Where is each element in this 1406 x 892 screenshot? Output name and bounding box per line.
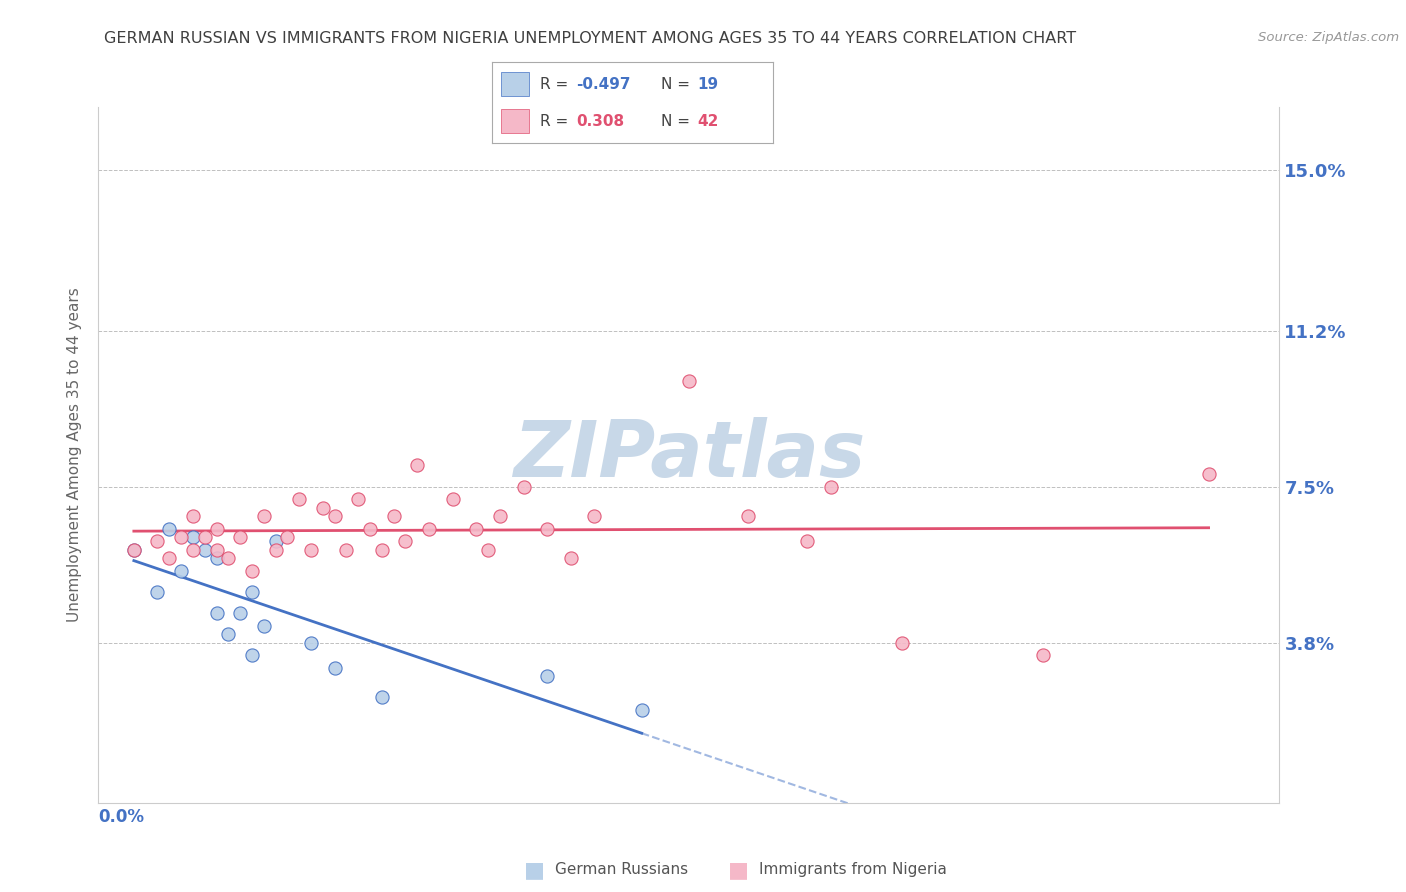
Point (194, 530, 217, 544)
Point (240, 585, 263, 599)
Point (371, 542, 394, 557)
Point (335, 542, 357, 557)
Point (181, 509, 204, 524)
Y-axis label: Unemployment Among Ages 35 to 44 years: Unemployment Among Ages 35 to 44 years (67, 287, 83, 623)
Text: -0.497: -0.497 (576, 77, 631, 92)
Point (288, 492, 311, 507)
Text: 0.308: 0.308 (576, 113, 624, 128)
Point (1198, 467, 1220, 481)
Point (678, 374, 700, 388)
Point (253, 509, 276, 524)
Point (122, 542, 145, 557)
Text: ZIPatlas: ZIPatlas (513, 417, 865, 493)
Point (536, 522, 558, 536)
Point (299, 635, 322, 649)
Point (347, 492, 370, 507)
Point (418, 522, 440, 536)
Text: N =: N = (661, 113, 695, 128)
Point (157, 522, 180, 536)
Point (394, 534, 416, 549)
Point (489, 509, 512, 524)
Point (1032, 648, 1054, 663)
Point (253, 618, 276, 632)
Point (170, 564, 193, 578)
Point (737, 509, 759, 524)
Point (170, 530, 193, 544)
Point (122, 542, 145, 557)
Text: Source: ZipAtlas.com: Source: ZipAtlas.com (1258, 31, 1399, 45)
Point (465, 522, 488, 536)
Point (194, 542, 217, 557)
Point (181, 542, 204, 557)
Point (359, 522, 381, 536)
Point (181, 530, 204, 544)
Point (240, 648, 263, 663)
Text: N =: N = (661, 77, 695, 92)
Point (630, 703, 652, 717)
Point (205, 542, 228, 557)
Point (323, 661, 346, 675)
Point (146, 534, 169, 549)
Point (406, 458, 429, 473)
Point (323, 509, 346, 524)
Text: R =: R = (540, 113, 574, 128)
Point (229, 606, 252, 620)
Text: 19: 19 (697, 77, 718, 92)
Point (276, 530, 298, 544)
Point (217, 627, 239, 641)
Point (371, 690, 394, 705)
Point (312, 500, 335, 515)
Text: 0.0%: 0.0% (98, 808, 145, 826)
Text: R =: R = (540, 77, 574, 92)
Point (229, 530, 252, 544)
Point (583, 509, 606, 524)
Point (796, 534, 818, 549)
Point (264, 542, 287, 557)
FancyBboxPatch shape (501, 72, 529, 96)
Point (441, 492, 464, 507)
Text: ■: ■ (728, 860, 748, 880)
Point (299, 542, 322, 557)
Text: GERMAN RUSSIAN VS IMMIGRANTS FROM NIGERIA UNEMPLOYMENT AMONG AGES 35 TO 44 YEARS: GERMAN RUSSIAN VS IMMIGRANTS FROM NIGERI… (104, 31, 1077, 46)
Point (240, 564, 263, 578)
Point (560, 551, 582, 566)
Text: ■: ■ (524, 860, 544, 880)
Point (890, 635, 912, 649)
Point (205, 551, 228, 566)
Point (205, 606, 228, 620)
Point (146, 585, 169, 599)
Text: Immigrants from Nigeria: Immigrants from Nigeria (759, 863, 948, 877)
Point (205, 522, 228, 536)
Point (264, 534, 287, 549)
Text: German Russians: German Russians (555, 863, 689, 877)
Point (382, 509, 405, 524)
Text: 42: 42 (697, 113, 718, 128)
Point (157, 551, 180, 566)
FancyBboxPatch shape (501, 109, 529, 133)
Point (820, 479, 842, 493)
Point (217, 551, 239, 566)
Point (477, 542, 499, 557)
Point (512, 479, 534, 493)
Point (536, 669, 558, 683)
